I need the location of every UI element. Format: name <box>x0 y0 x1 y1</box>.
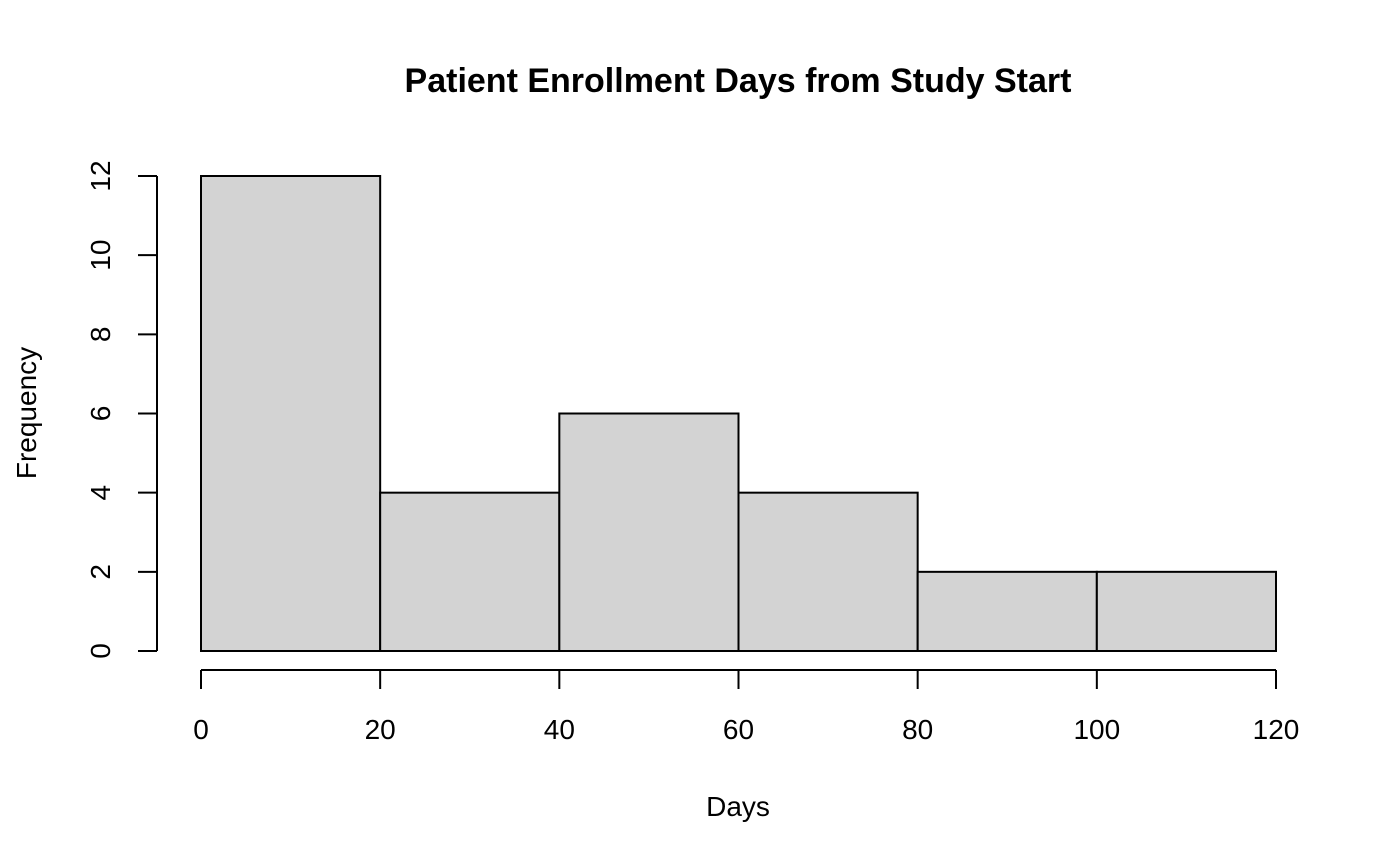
x-axis: 0 20 40 60 80 100 120 <box>193 669 1300 745</box>
bars-group <box>200 175 1278 652</box>
y-axis-label: Frequency <box>11 347 42 479</box>
histogram-bar-20-40 <box>379 491 561 652</box>
y-axis: 0 2 4 6 8 10 12 <box>85 160 158 659</box>
x-tick-label: 40 <box>544 714 575 745</box>
x-tick-label: 60 <box>723 714 754 745</box>
x-tick-label: 120 <box>1253 714 1300 745</box>
chart-title: Patient Enrollment Days from Study Start <box>405 62 1072 100</box>
y-tick-label: 6 <box>85 406 116 422</box>
y-tick-label: 12 <box>85 160 116 191</box>
histogram-bar-60-80 <box>737 491 919 652</box>
x-tick-label: 0 <box>193 714 209 745</box>
y-tick-label: 2 <box>85 564 116 580</box>
x-tick-label: 20 <box>365 714 396 745</box>
x-tick-label: 80 <box>902 714 933 745</box>
histogram-bar-100-120 <box>1095 570 1278 652</box>
y-tick-label: 8 <box>85 327 116 343</box>
y-tick-label: 0 <box>85 643 116 659</box>
y-tick-label: 10 <box>85 240 116 271</box>
histogram-bar-40-60 <box>558 412 740 652</box>
histogram-bar-80-100 <box>916 570 1098 652</box>
y-tick-label: 4 <box>85 485 116 501</box>
x-tick-label: 100 <box>1073 714 1120 745</box>
histogram-bar-0-20 <box>200 175 382 652</box>
x-axis-label: Days <box>706 791 770 822</box>
